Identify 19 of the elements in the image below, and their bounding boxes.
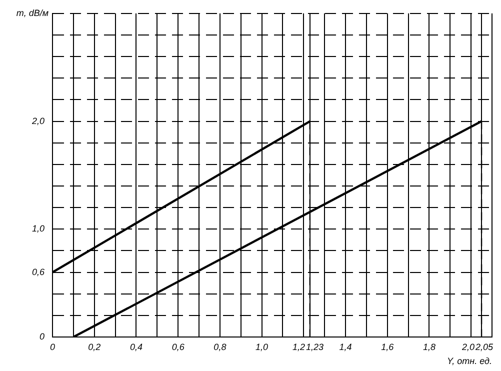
y-tick-label: 0 xyxy=(39,332,45,342)
y-tick-label: 1,0 xyxy=(32,224,45,234)
y-tick-label: 2,0 xyxy=(30,116,45,126)
x-tick-label: 2,0 xyxy=(461,342,475,352)
x-tick-label: 0 xyxy=(50,342,56,352)
y-tick-label: 0,6 xyxy=(32,266,45,277)
x-tick-label: 1,8 xyxy=(422,342,436,352)
y-axis-title: m, dB/м xyxy=(16,8,49,18)
x-tick-label: 1,6 xyxy=(381,342,394,352)
x-tick-label: 1,0 xyxy=(256,342,268,352)
x-tick-label: 1,2 xyxy=(292,342,306,352)
x-tick-label: 1,4 xyxy=(339,342,352,352)
x-tick-label: 0,8 xyxy=(214,342,226,352)
x-tick-label: 0,2 xyxy=(88,342,101,352)
x-tick-label: 2,05 xyxy=(474,342,494,352)
x-tick-label: 0,6 xyxy=(172,342,184,352)
x-tick-label: 0,4 xyxy=(130,342,142,352)
x-tick-label: 1,23 xyxy=(306,342,324,352)
x-axis-title: Y, отн. ед. xyxy=(446,356,492,366)
